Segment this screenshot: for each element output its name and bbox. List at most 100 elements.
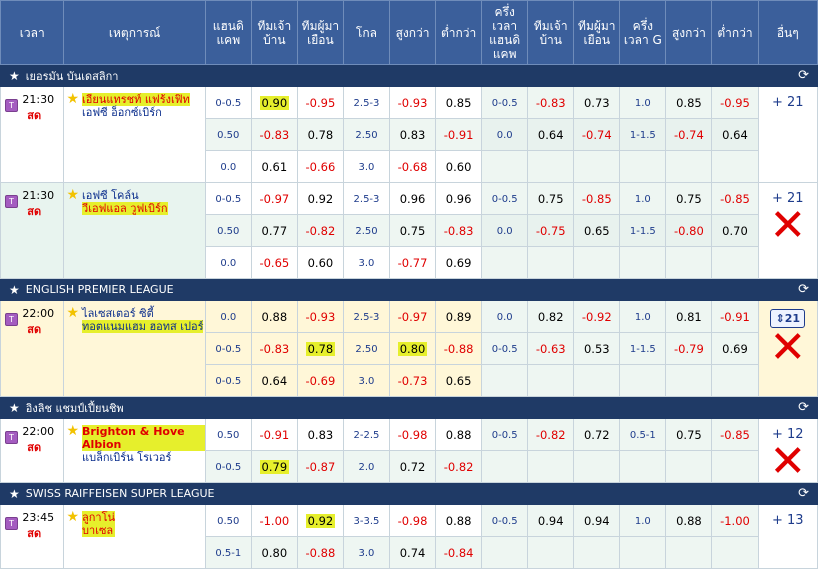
- star-icon[interactable]: ★: [9, 400, 20, 415]
- odds-cell[interactable]: 0.75: [665, 182, 713, 215]
- odds-cell[interactable]: 0.73: [573, 86, 621, 119]
- live-tv-icon[interactable]: T: [5, 99, 18, 112]
- odds-cell[interactable]: 0.83: [296, 418, 344, 451]
- odds-cell[interactable]: 0.75: [388, 214, 437, 247]
- odds-cell[interactable]: 0.78: [296, 118, 344, 151]
- odds-cell[interactable]: -0.85: [711, 418, 759, 451]
- odds-cell[interactable]: 0.69: [711, 332, 759, 365]
- odds-cell[interactable]: 0.53: [573, 332, 621, 365]
- team-away[interactable]: เอฟซี อ็อกซ์เบิร์ก: [82, 106, 162, 119]
- odds-cell[interactable]: 0.65: [435, 364, 483, 397]
- odds-cell[interactable]: -0.83: [435, 214, 483, 247]
- favorite-star-icon[interactable]: ★: [66, 509, 80, 525]
- favorite-star-icon[interactable]: ★: [66, 91, 80, 107]
- odds-cell[interactable]: -0.91: [435, 118, 483, 151]
- refresh-icon[interactable]: ⟳: [798, 400, 809, 415]
- odds-cell[interactable]: 0.78: [296, 332, 344, 365]
- odds-cell[interactable]: 0.85: [435, 86, 483, 119]
- odds-cell[interactable]: -0.82: [296, 214, 344, 247]
- odds-cell[interactable]: -0.79: [665, 332, 713, 365]
- more-bets-link[interactable]: + 12: [771, 427, 804, 442]
- odds-cell[interactable]: 0.70: [711, 214, 759, 247]
- team-home[interactable]: เอฟซี โคล์น: [82, 189, 139, 202]
- more-bets-link[interactable]: + 21: [771, 191, 804, 206]
- team-away[interactable]: ทอตแนมแฮม ฮอทส เปอร์: [82, 320, 204, 333]
- more-bets-link[interactable]: + 21: [771, 95, 804, 110]
- odds-cell[interactable]: -0.85: [573, 182, 621, 215]
- odds-cell[interactable]: -0.98: [388, 418, 437, 451]
- team-away[interactable]: แบล็กเบิร์น โรเวอร์: [82, 451, 172, 464]
- odds-cell[interactable]: 0.60: [435, 150, 483, 183]
- refresh-icon[interactable]: ⟳: [798, 282, 809, 297]
- live-tv-icon[interactable]: T: [5, 195, 18, 208]
- odds-cell[interactable]: -1.00: [250, 504, 298, 537]
- odds-cell[interactable]: -0.88: [435, 332, 483, 365]
- odds-cell[interactable]: -0.93: [296, 300, 344, 333]
- live-tv-icon[interactable]: T: [5, 431, 18, 444]
- odds-cell[interactable]: 0.74: [388, 536, 437, 569]
- odds-cell[interactable]: 0.75: [527, 182, 575, 215]
- odds-cell[interactable]: 0.89: [435, 300, 483, 333]
- odds-cell[interactable]: -0.91: [250, 418, 298, 451]
- more-bets-button[interactable]: ⇕21: [770, 309, 806, 328]
- odds-cell[interactable]: 0.72: [388, 450, 437, 483]
- odds-cell[interactable]: -0.75: [527, 214, 575, 247]
- odds-cell[interactable]: 0.83: [388, 118, 437, 151]
- odds-cell[interactable]: -0.91: [711, 300, 759, 333]
- odds-cell[interactable]: 0.77: [250, 214, 298, 247]
- odds-cell[interactable]: -0.82: [435, 450, 483, 483]
- odds-cell[interactable]: 0.75: [665, 418, 713, 451]
- odds-cell[interactable]: -0.83: [250, 332, 298, 365]
- odds-cell[interactable]: 0.80: [388, 332, 437, 365]
- odds-cell[interactable]: 0.60: [296, 246, 344, 279]
- odds-cell[interactable]: -0.73: [388, 364, 437, 397]
- favorite-star-icon[interactable]: ★: [66, 187, 80, 203]
- odds-cell[interactable]: 0.79: [250, 450, 298, 483]
- odds-cell[interactable]: 0.64: [711, 118, 759, 151]
- odds-cell[interactable]: 0.94: [527, 504, 575, 537]
- team-home[interactable]: ไลเซสเตอร์ ซิตี้: [82, 307, 154, 320]
- odds-cell[interactable]: 0.64: [527, 118, 575, 151]
- star-icon[interactable]: ★: [9, 282, 20, 297]
- odds-cell[interactable]: 0.90: [250, 86, 298, 119]
- odds-cell[interactable]: -0.93: [388, 86, 437, 119]
- odds-cell[interactable]: -0.83: [527, 86, 575, 119]
- odds-cell[interactable]: -0.80: [665, 214, 713, 247]
- odds-cell[interactable]: 0.92: [296, 504, 344, 537]
- team-away[interactable]: บาเซล: [82, 524, 116, 537]
- odds-cell[interactable]: -0.95: [296, 86, 344, 119]
- odds-cell[interactable]: 0.88: [435, 504, 483, 537]
- team-home[interactable]: ลูกาโน่: [82, 511, 116, 524]
- odds-cell[interactable]: 0.82: [527, 300, 575, 333]
- odds-cell[interactable]: -0.87: [296, 450, 344, 483]
- odds-cell[interactable]: 0.81: [665, 300, 713, 333]
- live-tv-icon[interactable]: T: [5, 313, 18, 326]
- odds-cell[interactable]: 0.88: [665, 504, 713, 537]
- team-home[interactable]: Brighton & Hove Albion: [82, 425, 205, 451]
- star-icon[interactable]: ★: [9, 68, 20, 83]
- more-bets-link[interactable]: + 13: [771, 513, 804, 528]
- odds-cell[interactable]: -0.83: [250, 118, 298, 151]
- odds-cell[interactable]: -0.97: [250, 182, 298, 215]
- odds-cell[interactable]: 0.88: [250, 300, 298, 333]
- odds-cell[interactable]: 0.96: [388, 182, 437, 215]
- favorite-star-icon[interactable]: ★: [66, 305, 80, 321]
- odds-cell[interactable]: 0.65: [573, 214, 621, 247]
- odds-cell[interactable]: -0.74: [573, 118, 621, 151]
- refresh-icon[interactable]: ⟳: [798, 68, 809, 83]
- odds-cell[interactable]: 0.72: [573, 418, 621, 451]
- odds-cell[interactable]: -0.85: [711, 182, 759, 215]
- odds-cell[interactable]: 0.61: [250, 150, 298, 183]
- odds-cell[interactable]: -0.68: [388, 150, 437, 183]
- odds-cell[interactable]: -0.69: [296, 364, 344, 397]
- odds-cell[interactable]: 0.96: [435, 182, 483, 215]
- odds-cell[interactable]: -0.77: [388, 246, 437, 279]
- odds-cell[interactable]: -0.65: [250, 246, 298, 279]
- odds-cell[interactable]: 0.94: [573, 504, 621, 537]
- odds-cell[interactable]: -0.98: [388, 504, 437, 537]
- team-away[interactable]: วีเอฟแอล วูฟเบิร์ก: [82, 202, 168, 215]
- odds-cell[interactable]: -0.97: [388, 300, 437, 333]
- refresh-icon[interactable]: ⟳: [798, 486, 809, 501]
- odds-cell[interactable]: 0.85: [665, 86, 713, 119]
- odds-cell[interactable]: 0.88: [435, 418, 483, 451]
